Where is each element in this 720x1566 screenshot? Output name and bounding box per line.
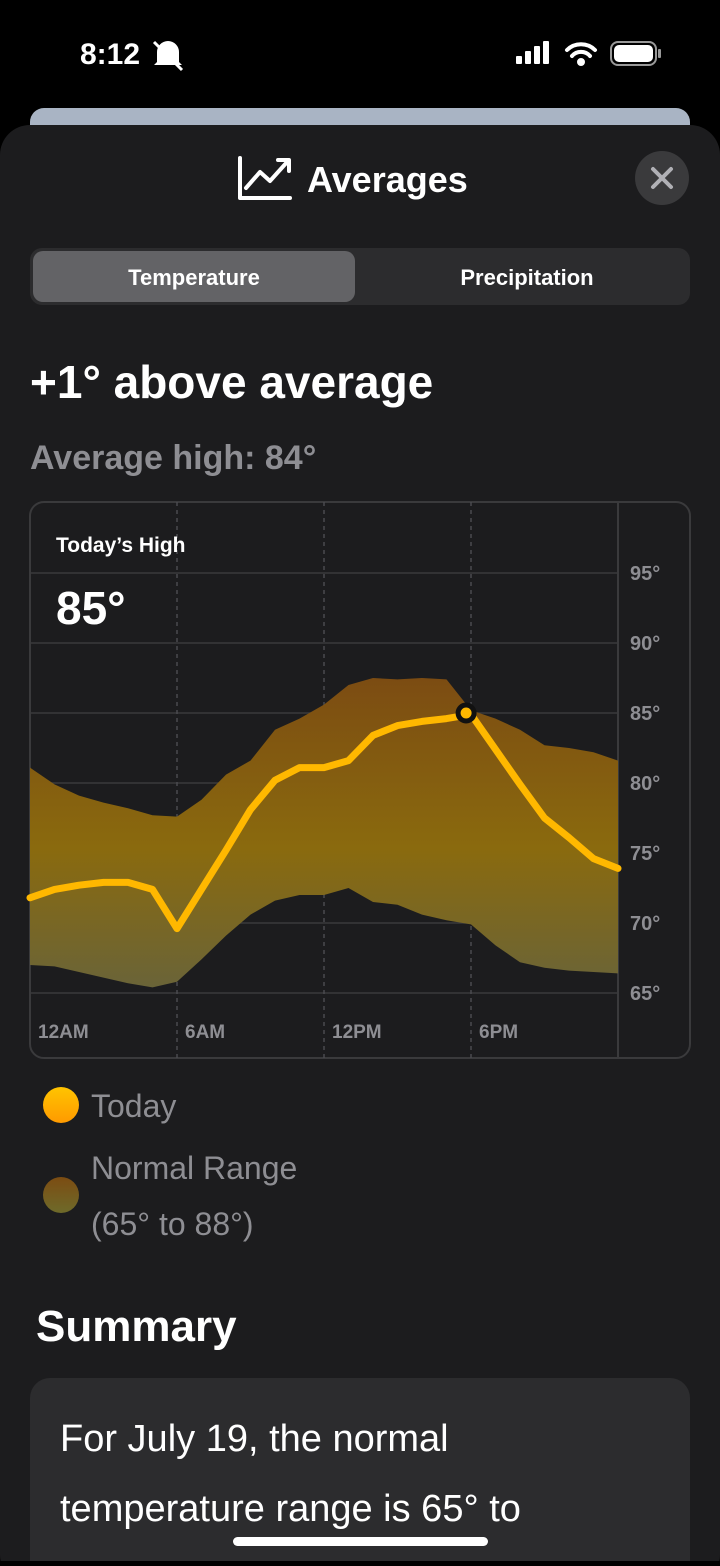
headline: +1° above average xyxy=(30,356,433,408)
signal-icon xyxy=(516,41,549,64)
y-tick-label: 95° xyxy=(630,563,660,585)
y-tick-label: 80° xyxy=(630,773,660,795)
y-tick-label: 85° xyxy=(630,703,660,725)
x-tick-label: 6AM xyxy=(185,1022,225,1043)
legend-label: Normal Range xyxy=(91,1150,297,1186)
tab-selected[interactable] xyxy=(33,251,355,302)
section-title: Summary xyxy=(36,1302,237,1351)
tab[interactable]: Temperature xyxy=(128,265,260,290)
y-tick-label: 65° xyxy=(630,983,660,1005)
summary-card xyxy=(30,1378,690,1566)
chart-icon xyxy=(238,156,292,200)
x-tick-label: 6PM xyxy=(479,1022,518,1043)
plot: 65° 70° 75° 80° 85° 90° 95° 12AM 6AM 12PM 6PM xyxy=(26,502,660,1058)
high-marker xyxy=(455,702,477,724)
close-button[interactable] xyxy=(635,151,689,205)
x-tick-label: 12AM xyxy=(38,1022,89,1043)
clock: 8:12 xyxy=(80,38,140,71)
y-tick-label: 90° xyxy=(630,633,660,655)
wifi-icon xyxy=(565,42,597,66)
annotation-title: Today’s High xyxy=(56,534,186,557)
legend-label: Today xyxy=(91,1088,176,1124)
subheadline: Average high: 84° xyxy=(30,439,316,477)
home-indicator xyxy=(233,1537,488,1546)
legend-range: (65° to 88°) xyxy=(91,1206,254,1242)
summary-text: For July 19, the normal temperature rang… xyxy=(60,1418,521,1530)
summary-line: For July 19, the normal xyxy=(60,1418,449,1460)
annotation-value: 85° xyxy=(56,582,126,634)
bell-slash-icon xyxy=(152,40,184,72)
summary-line: temperature range is 65° to xyxy=(60,1488,521,1530)
x-tick-label: 12PM xyxy=(332,1022,382,1043)
today-line xyxy=(26,710,622,933)
legend-swatch xyxy=(43,1177,79,1213)
tab[interactable]: Precipitation xyxy=(460,265,593,290)
y-tick-label: 75° xyxy=(630,843,660,865)
range-band xyxy=(30,678,618,988)
sheet-title: Averages xyxy=(307,159,468,200)
legend-swatch xyxy=(43,1087,79,1123)
battery-icon xyxy=(610,41,661,66)
y-tick-label: 70° xyxy=(630,913,660,935)
